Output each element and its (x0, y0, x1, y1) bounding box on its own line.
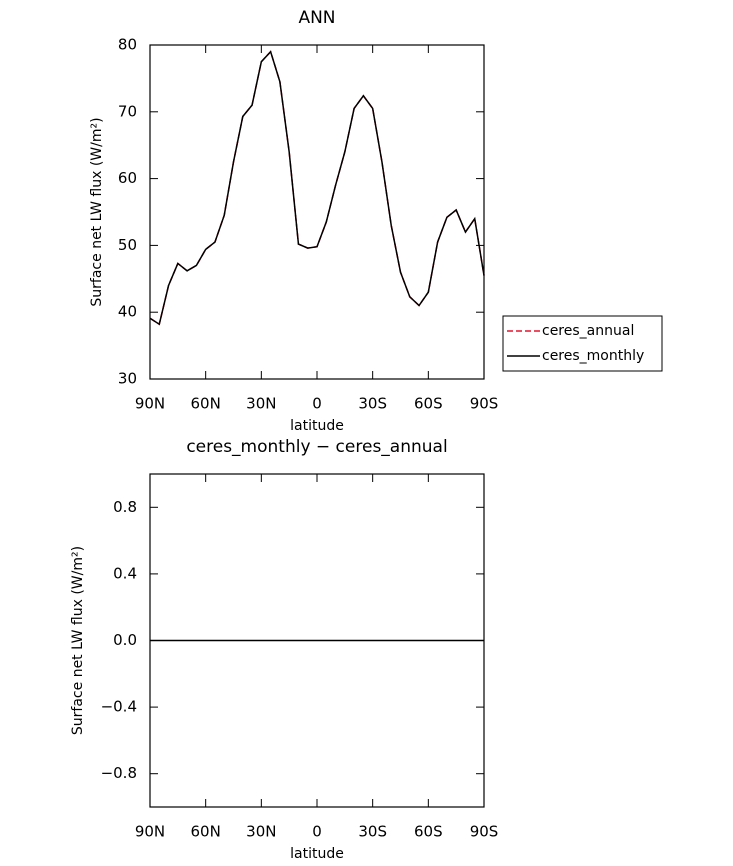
x-tick-label: 0 (312, 395, 322, 413)
x-tick-label: 60N (191, 395, 221, 413)
y-tick-label: 40 (118, 303, 137, 321)
y-axis-label: Surface net LW flux (W/m²) (70, 546, 86, 735)
y-tick-label: 0.4 (113, 564, 137, 582)
plot-frame (149, 44, 485, 380)
x-axis-label: latitude (290, 846, 344, 862)
y-tick-label: 50 (118, 236, 137, 254)
y-tick-label: 80 (118, 36, 137, 54)
y-tick-label: 60 (118, 169, 137, 187)
data-line (149, 50, 485, 326)
data-line (149, 50, 485, 326)
legend-label: ceres_annual (542, 323, 634, 339)
x-tick-label: 60N (191, 823, 221, 841)
y-tick-label: 0.0 (113, 631, 137, 649)
legend-label: ceres_monthly (542, 348, 644, 364)
x-tick-label: 90N (135, 823, 165, 841)
chart-title: ceres_monthly − ceres_annual (186, 437, 447, 457)
x-tick-label: 30S (358, 823, 387, 841)
x-axis-label: latitude (290, 418, 344, 434)
x-tick-label: 0 (312, 823, 322, 841)
chart-title: ANN (298, 8, 335, 28)
y-tick-label: 70 (118, 102, 137, 120)
y-tick-label: 0.8 (113, 498, 137, 516)
x-tick-label: 90N (135, 395, 165, 413)
x-tick-label: 30N (246, 823, 276, 841)
y-tick-label: −0.8 (101, 764, 137, 782)
legend-box (502, 315, 663, 372)
y-tick-label: −0.4 (101, 698, 137, 716)
x-tick-label: 30S (358, 395, 387, 413)
x-tick-label: 60S (414, 823, 443, 841)
y-tick-label: 30 (118, 370, 137, 388)
x-tick-label: 60S (414, 395, 443, 413)
y-axis-label: Surface net LW flux (W/m²) (89, 117, 105, 306)
x-tick-label: 30N (246, 395, 276, 413)
x-tick-label: 90S (470, 823, 499, 841)
x-tick-label: 90S (470, 395, 499, 413)
